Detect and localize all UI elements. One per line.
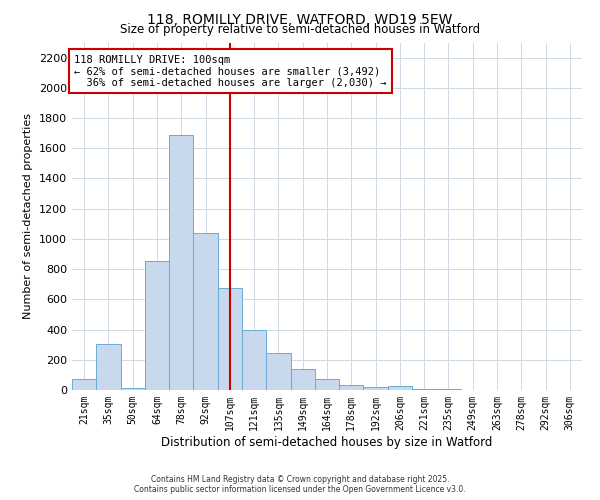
Bar bbox=[412, 389, 436, 390]
Text: Contains HM Land Registry data © Crown copyright and database right 2025.
Contai: Contains HM Land Registry data © Crown c… bbox=[134, 474, 466, 494]
Text: Size of property relative to semi-detached houses in Watford: Size of property relative to semi-detach… bbox=[120, 22, 480, 36]
Bar bbox=[96, 344, 121, 390]
Bar bbox=[218, 288, 242, 390]
Y-axis label: Number of semi-detached properties: Number of semi-detached properties bbox=[23, 114, 34, 320]
Bar bbox=[290, 369, 315, 390]
Bar bbox=[72, 380, 96, 390]
Bar bbox=[339, 384, 364, 390]
Bar bbox=[364, 387, 388, 390]
X-axis label: Distribution of semi-detached houses by size in Watford: Distribution of semi-detached houses by … bbox=[161, 436, 493, 448]
Bar bbox=[145, 261, 169, 390]
Bar bbox=[242, 330, 266, 390]
Bar bbox=[315, 378, 339, 390]
Bar bbox=[193, 233, 218, 390]
Text: 118 ROMILLY DRIVE: 100sqm
← 62% of semi-detached houses are smaller (3,492)
  36: 118 ROMILLY DRIVE: 100sqm ← 62% of semi-… bbox=[74, 54, 387, 88]
Bar bbox=[388, 386, 412, 390]
Text: 118, ROMILLY DRIVE, WATFORD, WD19 5EW: 118, ROMILLY DRIVE, WATFORD, WD19 5EW bbox=[148, 12, 452, 26]
Bar bbox=[121, 388, 145, 390]
Bar bbox=[169, 134, 193, 390]
Bar bbox=[266, 353, 290, 390]
Bar bbox=[436, 389, 461, 390]
